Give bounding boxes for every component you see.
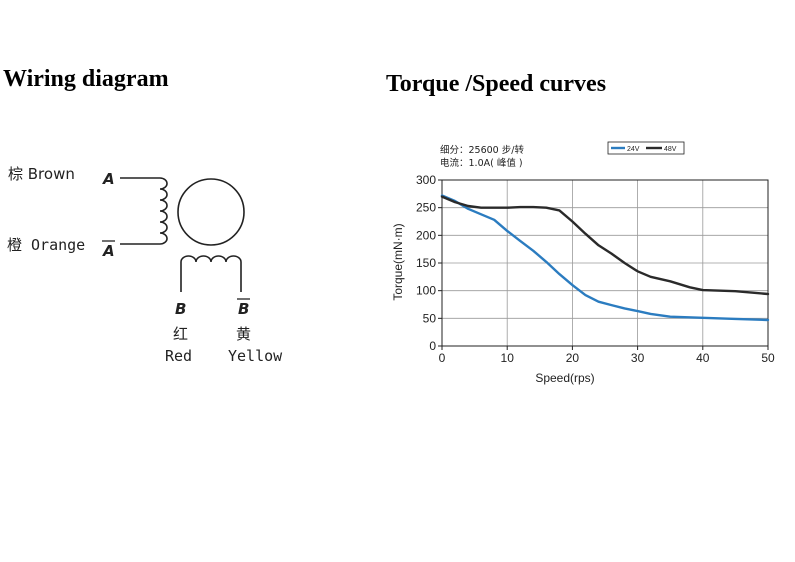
pin-b-label: B — [175, 300, 186, 318]
label-orange: 橙 Orange — [7, 236, 85, 254]
label-yellow: Yellow — [228, 347, 283, 365]
y-axis-ticks: 0 50 100 150 200 250 300 — [416, 173, 442, 353]
y-tick-label: 0 — [429, 339, 436, 353]
pin-a-bar-label: A — [102, 242, 115, 260]
chart-legend: 24V 48V — [607, 141, 685, 155]
x-tick-label: 0 — [439, 351, 446, 365]
y-axis-title: Torque(mN·m) — [391, 223, 405, 300]
legend-label-48v: 48V — [664, 146, 677, 153]
x-axis-ticks: 0 10 20 30 40 50 — [439, 346, 775, 365]
y-tick-label: 250 — [416, 201, 436, 215]
torque-speed-chart: 细分：25600 步/转 电流：1.0A( 峰值 ) 24V 48V 0 50 10… — [391, 141, 775, 385]
x-tick-label: 30 — [631, 351, 645, 365]
label-red: Red — [165, 347, 192, 365]
torque-speed-title: Torque /Speed curves — [386, 71, 607, 97]
x-axis-title: Speed(rps) — [535, 371, 594, 385]
y-tick-label: 300 — [416, 173, 436, 187]
y-tick-label: 200 — [416, 228, 436, 242]
motor-rotor-symbol — [177, 178, 245, 246]
wiring-diagram-title: Wiring diagram — [3, 66, 169, 92]
x-tick-label: 20 — [566, 351, 580, 365]
chart-gridlines — [442, 180, 768, 346]
label-red-cn: 红 — [173, 325, 188, 343]
y-tick-label: 50 — [423, 311, 437, 325]
series-line-48v — [440, 195, 770, 296]
y-tick-label: 100 — [416, 284, 436, 298]
x-tick-label: 50 — [761, 351, 775, 365]
x-tick-label: 40 — [696, 351, 710, 365]
chart-note-microstep: 细分：25600 步/转 — [440, 144, 524, 156]
y-tick-label: 150 — [416, 256, 436, 270]
wiring-diagram: 棕 Brown 橙 Orange A A B B 红 黄 Red Yellow — [7, 165, 283, 365]
x-tick-label: 10 — [501, 351, 515, 365]
pin-b-bar-label: B — [238, 300, 249, 318]
label-brown: 棕 Brown — [8, 165, 75, 183]
legend-label-24v: 24V — [627, 146, 640, 153]
label-yellow-cn: 黄 — [236, 325, 251, 343]
series-line-24v — [440, 194, 770, 322]
winding-b-coil — [180, 255, 242, 263]
winding-a-coil — [159, 177, 168, 245]
chart-series — [440, 194, 770, 322]
chart-note-current: 电流：1.0A( 峰值 ) — [440, 157, 523, 169]
pin-a-label: A — [102, 170, 115, 188]
